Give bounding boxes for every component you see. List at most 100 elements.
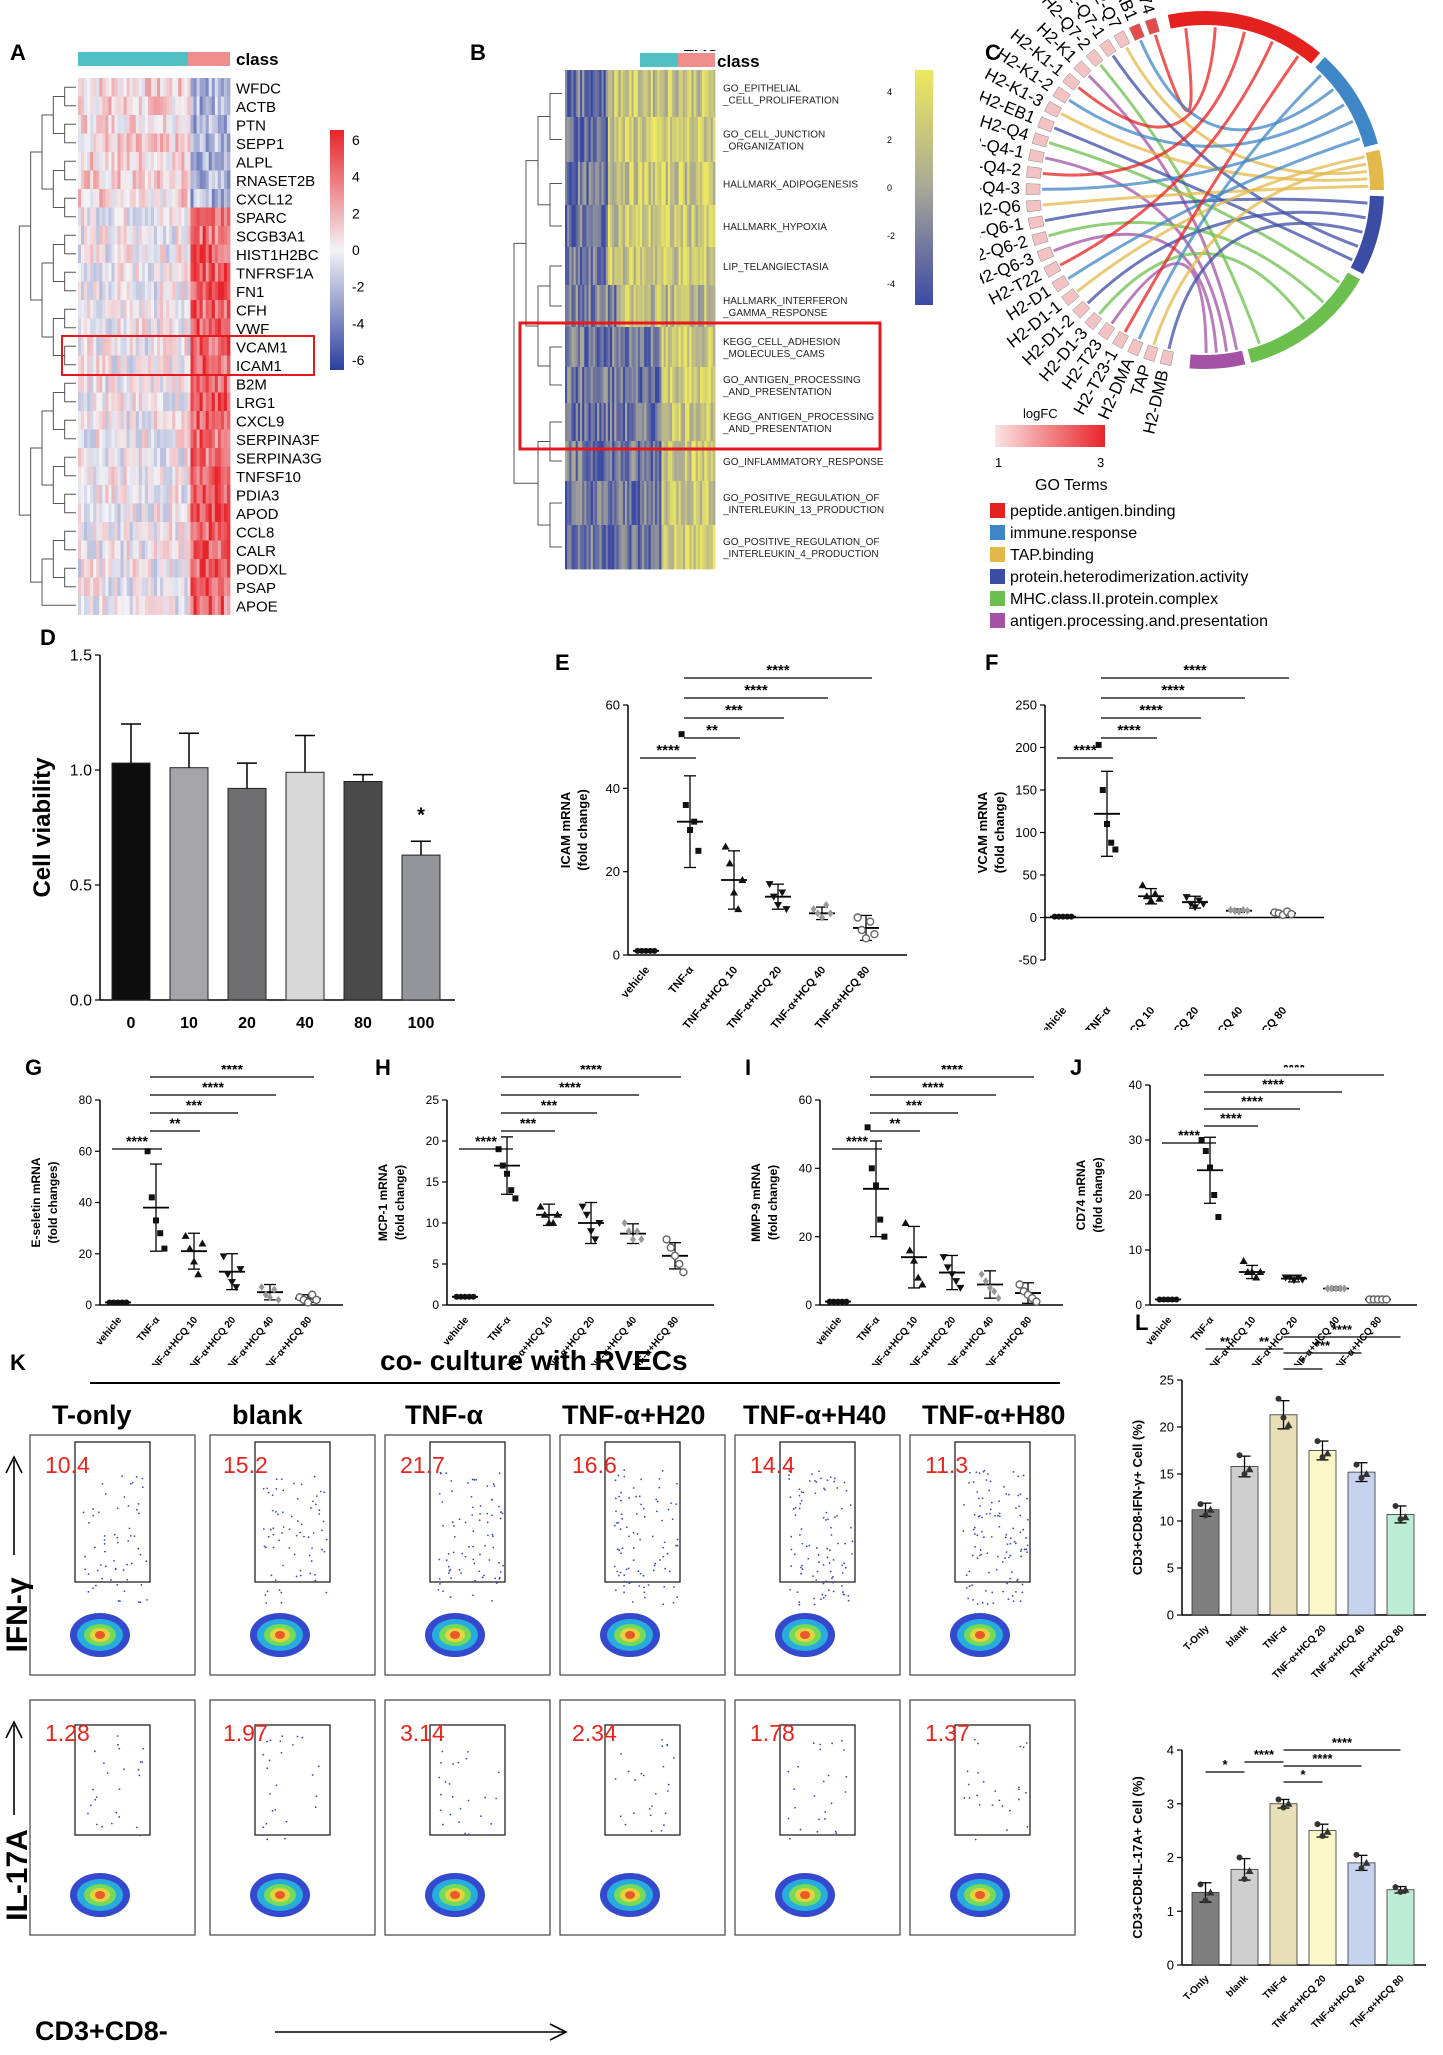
gsva-cell	[620, 205, 624, 248]
gsva-cell	[697, 367, 701, 404]
heat-cell	[126, 207, 131, 227]
gsva-cell	[605, 367, 609, 404]
svgF-data-point	[1186, 900, 1195, 908]
gsva-cell	[622, 247, 626, 286]
svgE-data-point	[866, 917, 875, 926]
heat-cell	[172, 281, 176, 301]
heat-cell	[138, 189, 143, 208]
gsva-cell	[597, 367, 600, 404]
flow-event	[471, 1478, 474, 1481]
gsva-cell	[599, 162, 602, 206]
flow-event	[642, 1774, 645, 1777]
svgH-data-point	[670, 1251, 680, 1261]
gsva-cell	[629, 403, 632, 442]
heat-cell	[223, 78, 228, 97]
gsva-cell	[571, 367, 574, 404]
gsva-cell	[691, 247, 694, 286]
flow-event	[127, 1540, 130, 1542]
heat-cell	[199, 337, 204, 356]
gsva-cell	[627, 441, 630, 482]
gsva-cell	[569, 403, 572, 442]
flow-event	[662, 1765, 665, 1768]
flow-event	[131, 1481, 134, 1484]
heat-cell	[226, 318, 231, 338]
heat-cell	[78, 577, 82, 597]
flow-event	[439, 1472, 442, 1475]
gsva-cell	[648, 162, 652, 206]
heat-cell	[105, 170, 109, 190]
gsva-cell	[693, 205, 697, 248]
heat-cell	[117, 244, 121, 264]
gsva-cell	[637, 327, 641, 368]
heat-cell	[217, 392, 222, 412]
flow-event	[483, 1574, 485, 1577]
gsva-cell	[682, 162, 686, 206]
heat-cell	[184, 133, 188, 153]
flow-event	[87, 1573, 90, 1575]
heat-cell	[223, 540, 228, 560]
heat-cell	[87, 96, 91, 116]
svgG-data-point	[312, 1295, 321, 1305]
heat-cell	[123, 207, 128, 227]
heat-cell	[154, 448, 158, 467]
flow-event	[661, 1738, 663, 1741]
gsva-cell	[631, 367, 634, 404]
heat-cell	[223, 115, 228, 134]
svgL1-bar	[1308, 1450, 1337, 1616]
gsva-cell	[627, 481, 630, 526]
flow-event	[92, 1587, 94, 1590]
gsva-cell	[635, 441, 639, 482]
gsva-cell	[659, 441, 662, 482]
gsva-cell	[706, 205, 709, 248]
heat-cell	[120, 244, 124, 264]
gsva-cell	[590, 481, 594, 526]
flow-event	[291, 1743, 294, 1746]
gsva-cell	[627, 525, 630, 570]
flow-event	[672, 1601, 675, 1604]
gsva-cell	[603, 327, 607, 368]
flow-event	[816, 1570, 819, 1573]
flow-event	[271, 1809, 274, 1812]
heat-cell	[114, 318, 118, 338]
svgL1-data-point	[1245, 1465, 1254, 1473]
heat-cell	[135, 596, 140, 615]
gsva-cell	[667, 327, 671, 368]
heat-cell	[135, 522, 140, 541]
gsva-cell	[710, 247, 714, 286]
heat-cell	[141, 540, 146, 560]
gene-dendrogram	[64, 86, 76, 107]
gsva-cell	[580, 117, 583, 163]
svgL2-data-point	[1362, 1858, 1371, 1866]
heat-cell	[129, 263, 134, 282]
gsva-cell	[595, 367, 598, 404]
heat-cell	[172, 189, 176, 208]
heat-cell	[129, 152, 134, 171]
heat-cell	[163, 115, 167, 134]
gsva-cell	[693, 285, 697, 328]
gsva-cell	[670, 117, 673, 163]
gsva-cell	[685, 162, 688, 206]
flow-event	[661, 1745, 664, 1748]
flow-event	[118, 1816, 121, 1818]
flow-event	[473, 1479, 476, 1481]
flow-event	[494, 1577, 497, 1580]
gsva-cell	[577, 285, 581, 328]
gsva-cell	[674, 285, 677, 328]
gsva-cell	[697, 441, 701, 482]
heat-cell	[141, 392, 146, 412]
gsva-cell	[672, 525, 675, 570]
heat-cell	[93, 133, 97, 153]
heat-cell	[187, 503, 191, 523]
gene-dendrogram	[64, 234, 76, 255]
heat-cell	[178, 374, 182, 393]
heat-cell	[120, 300, 124, 319]
heat-cell	[166, 503, 170, 523]
flow-event	[439, 1809, 442, 1812]
gsva-cell	[582, 247, 585, 286]
gsva-cell	[691, 70, 694, 118]
heat-cell	[172, 170, 176, 190]
heat-cell	[105, 207, 109, 227]
heat-cell	[129, 596, 134, 615]
gsva-cell	[685, 327, 688, 368]
